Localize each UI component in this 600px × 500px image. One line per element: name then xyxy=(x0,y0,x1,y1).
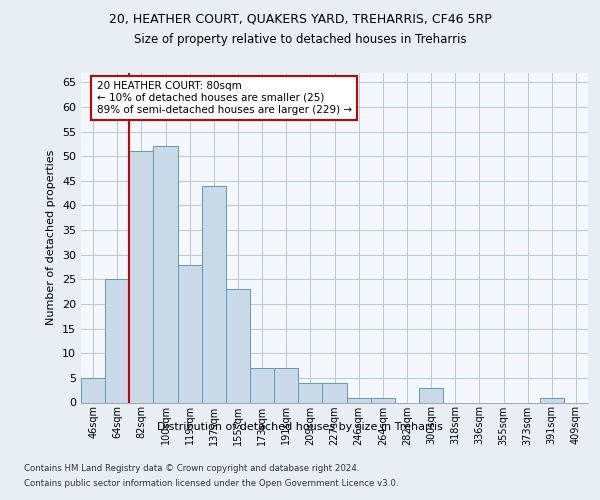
Bar xyxy=(371,398,395,402)
Text: 20 HEATHER COURT: 80sqm
← 10% of detached houses are smaller (25)
89% of semi-de: 20 HEATHER COURT: 80sqm ← 10% of detache… xyxy=(97,82,352,114)
Bar xyxy=(81,378,105,402)
Bar xyxy=(226,289,250,403)
Bar xyxy=(298,383,322,402)
Bar xyxy=(154,146,178,402)
Bar xyxy=(540,398,564,402)
Bar xyxy=(250,368,274,402)
Bar xyxy=(178,264,202,402)
Bar xyxy=(129,152,154,402)
Text: Size of property relative to detached houses in Treharris: Size of property relative to detached ho… xyxy=(134,32,466,46)
Bar xyxy=(274,368,298,402)
Text: Distribution of detached houses by size in Treharris: Distribution of detached houses by size … xyxy=(157,422,443,432)
Text: 20, HEATHER COURT, QUAKERS YARD, TREHARRIS, CF46 5RP: 20, HEATHER COURT, QUAKERS YARD, TREHARR… xyxy=(109,12,491,26)
Text: Contains HM Land Registry data © Crown copyright and database right 2024.: Contains HM Land Registry data © Crown c… xyxy=(24,464,359,473)
Y-axis label: Number of detached properties: Number of detached properties xyxy=(46,150,56,325)
Bar xyxy=(105,280,129,402)
Bar xyxy=(322,383,347,402)
Text: Contains public sector information licensed under the Open Government Licence v3: Contains public sector information licen… xyxy=(24,479,398,488)
Bar xyxy=(202,186,226,402)
Bar xyxy=(347,398,371,402)
Bar xyxy=(419,388,443,402)
